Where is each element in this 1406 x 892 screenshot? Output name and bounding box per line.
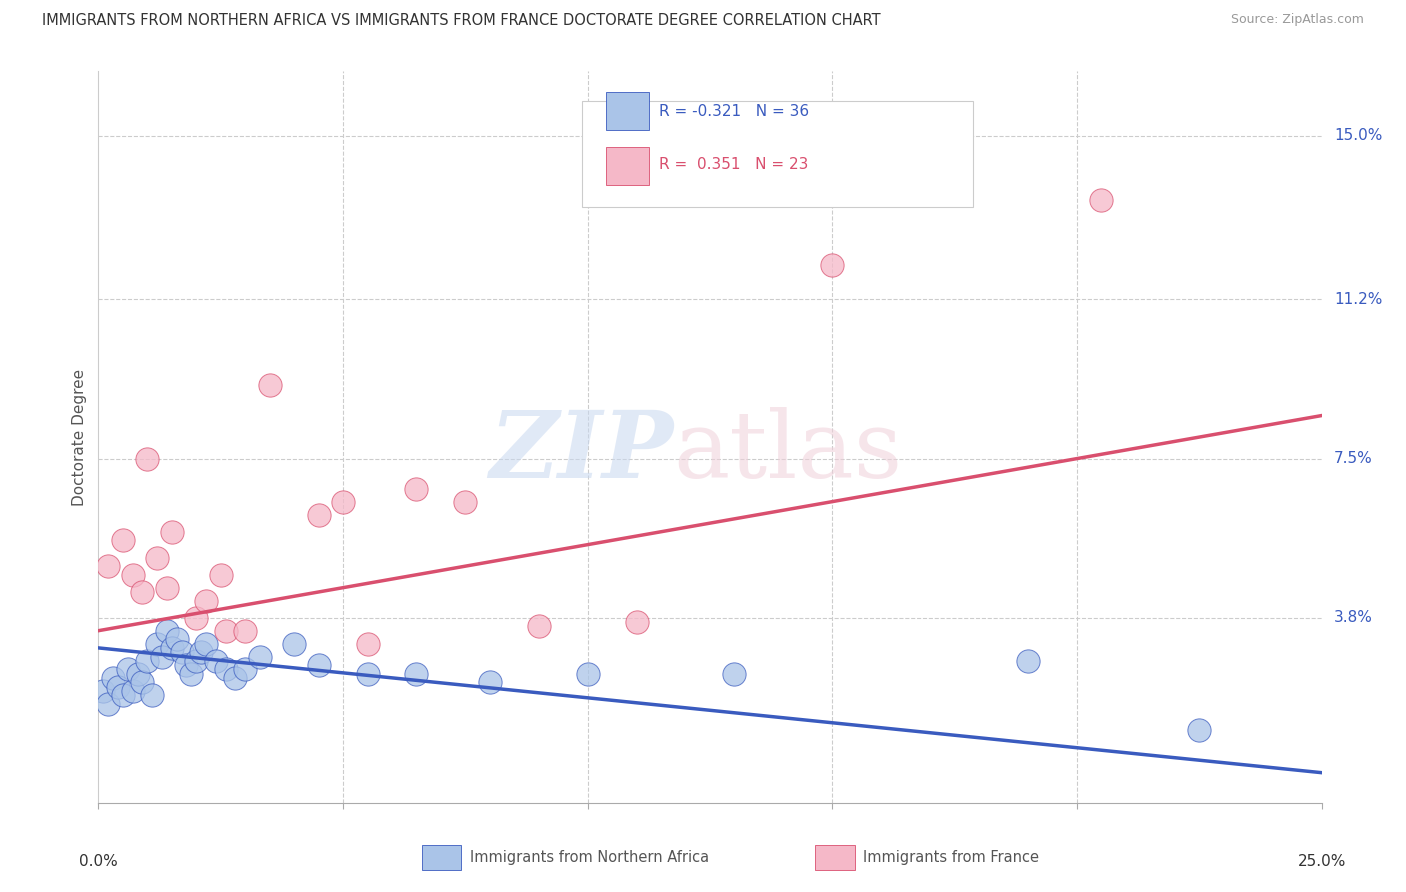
FancyBboxPatch shape xyxy=(606,146,648,185)
Text: atlas: atlas xyxy=(673,407,903,497)
Text: 3.8%: 3.8% xyxy=(1334,610,1372,625)
Point xyxy=(214,662,236,676)
Point xyxy=(190,645,212,659)
Point xyxy=(195,593,218,607)
Point xyxy=(117,662,139,676)
Point xyxy=(308,508,330,522)
Point xyxy=(101,671,124,685)
Text: Immigrants from Northern Africa: Immigrants from Northern Africa xyxy=(470,850,709,864)
Text: Immigrants from France: Immigrants from France xyxy=(863,850,1039,864)
Point xyxy=(233,662,256,676)
Point xyxy=(107,680,129,694)
Point xyxy=(356,637,378,651)
Point xyxy=(146,550,169,565)
Point xyxy=(186,611,208,625)
FancyBboxPatch shape xyxy=(606,92,648,130)
Text: Source: ZipAtlas.com: Source: ZipAtlas.com xyxy=(1230,13,1364,27)
Point xyxy=(166,632,188,647)
Text: ZIP: ZIP xyxy=(489,407,673,497)
Point xyxy=(127,666,149,681)
Point xyxy=(195,637,218,651)
Point xyxy=(121,567,143,582)
Point xyxy=(405,666,427,681)
Point xyxy=(259,378,281,392)
Point xyxy=(97,697,120,711)
Point xyxy=(821,258,844,272)
Point xyxy=(332,494,354,508)
Point xyxy=(111,688,134,702)
Point xyxy=(576,666,599,681)
Point xyxy=(405,482,427,496)
Y-axis label: Doctorate Degree: Doctorate Degree xyxy=(72,368,87,506)
Point xyxy=(156,624,179,638)
Point xyxy=(233,624,256,638)
Point xyxy=(176,658,198,673)
Point xyxy=(136,451,159,466)
Point xyxy=(209,567,232,582)
Text: 11.2%: 11.2% xyxy=(1334,292,1382,307)
Point xyxy=(141,688,163,702)
Point xyxy=(224,671,246,685)
Text: 25.0%: 25.0% xyxy=(1298,855,1346,870)
Point xyxy=(1090,194,1112,208)
Point xyxy=(146,637,169,651)
Point xyxy=(111,533,134,548)
Point xyxy=(131,585,153,599)
Point xyxy=(150,649,173,664)
Point xyxy=(170,645,193,659)
Point xyxy=(249,649,271,664)
Text: R =  0.351   N = 23: R = 0.351 N = 23 xyxy=(658,158,808,172)
Point xyxy=(121,684,143,698)
Point xyxy=(205,654,228,668)
Point xyxy=(356,666,378,681)
Point xyxy=(156,581,179,595)
Point xyxy=(626,615,648,629)
Point xyxy=(131,675,153,690)
Point xyxy=(527,619,550,633)
Text: 15.0%: 15.0% xyxy=(1334,128,1382,144)
Point xyxy=(186,654,208,668)
Point xyxy=(478,675,501,690)
Point xyxy=(1017,654,1039,668)
Point xyxy=(136,654,159,668)
Point xyxy=(723,666,745,681)
Text: 7.5%: 7.5% xyxy=(1334,451,1372,467)
FancyBboxPatch shape xyxy=(582,101,973,207)
Point xyxy=(214,624,236,638)
Text: R = -0.321   N = 36: R = -0.321 N = 36 xyxy=(658,104,808,120)
Point xyxy=(454,494,477,508)
Text: IMMIGRANTS FROM NORTHERN AFRICA VS IMMIGRANTS FROM FRANCE DOCTORATE DEGREE CORRE: IMMIGRANTS FROM NORTHERN AFRICA VS IMMIG… xyxy=(42,13,880,29)
Point xyxy=(283,637,305,651)
Point xyxy=(97,559,120,574)
Point xyxy=(1188,723,1211,737)
Text: 0.0%: 0.0% xyxy=(79,855,118,870)
Point xyxy=(91,684,114,698)
Point xyxy=(180,666,202,681)
Point xyxy=(308,658,330,673)
Point xyxy=(160,524,183,539)
Point xyxy=(160,640,183,655)
